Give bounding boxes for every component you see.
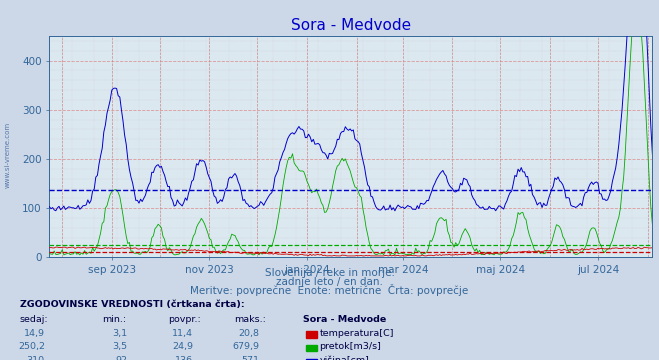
Text: povpr.:: povpr.: <box>168 315 201 324</box>
Text: 679,9: 679,9 <box>232 342 259 351</box>
Text: pretok[m3/s]: pretok[m3/s] <box>320 342 382 351</box>
Text: min.:: min.: <box>102 315 127 324</box>
Text: 24,9: 24,9 <box>172 342 193 351</box>
Text: zadnje leto / en dan.: zadnje leto / en dan. <box>276 277 383 287</box>
Title: Sora - Medvode: Sora - Medvode <box>291 18 411 33</box>
Text: 11,4: 11,4 <box>172 329 193 338</box>
Text: 92: 92 <box>115 356 127 360</box>
Text: 136: 136 <box>175 356 193 360</box>
Text: 250,2: 250,2 <box>18 342 45 351</box>
Text: 20,8: 20,8 <box>238 329 259 338</box>
Text: temperatura[C]: temperatura[C] <box>320 329 394 338</box>
Text: 14,9: 14,9 <box>24 329 45 338</box>
Text: ZGODOVINSKE VREDNOSTI (črtkana črta):: ZGODOVINSKE VREDNOSTI (črtkana črta): <box>20 300 244 309</box>
Text: sedaj:: sedaj: <box>20 315 48 324</box>
Text: 3,1: 3,1 <box>112 329 127 338</box>
Text: 571: 571 <box>241 356 259 360</box>
Text: maks.:: maks.: <box>234 315 266 324</box>
Text: višina[cm]: višina[cm] <box>320 356 370 360</box>
Text: 3,5: 3,5 <box>112 342 127 351</box>
Text: Slovenija / reke in morje.: Slovenija / reke in morje. <box>264 269 395 279</box>
Text: www.si-vreme.com: www.si-vreme.com <box>5 122 11 188</box>
Text: Sora - Medvode: Sora - Medvode <box>303 315 386 324</box>
Text: 310: 310 <box>26 356 45 360</box>
Text: Meritve: povprečne  Enote: metrične  Črta: povprečje: Meritve: povprečne Enote: metrične Črta:… <box>190 284 469 296</box>
